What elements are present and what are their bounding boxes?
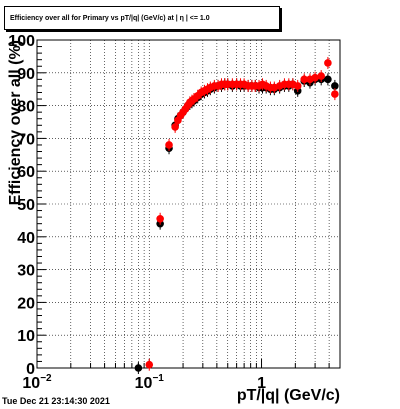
y-axis-label: Efficiency over all (%) [7,40,24,205]
chart-title: Efficiency over all for Primary vs pT/|q… [4,6,280,30]
data-point [317,72,325,80]
data-point [145,360,154,369]
data-point [293,82,302,90]
data-point [156,214,164,223]
y-tick-label: 40 [17,230,35,247]
data-point [331,90,339,98]
y-tick-label: 60 [17,164,35,181]
data-point [300,75,309,84]
data-point [165,141,173,149]
y-tick-label: 100 [8,33,35,50]
data-point [324,75,332,84]
data-point [331,82,339,90]
y-tick-label: 0 [26,361,35,378]
y-tick-label: 70 [17,131,35,148]
x-axis-label: pT/|q| (GeV/c) [237,387,340,404]
data-point [134,364,143,372]
y-tick-label: 10 [17,328,35,345]
y-tick-label: 50 [17,197,35,214]
x-tick-label: 1 [257,375,266,392]
y-tick-label: 80 [17,99,35,116]
y-tick-label: 90 [17,66,35,83]
x-tick-label: 10−2 [22,373,52,392]
x-tick-label: 10−1 [135,373,165,392]
data-point [171,123,179,131]
y-tick-label: 30 [17,263,35,280]
y-tick-label: 20 [17,295,35,312]
data-point [311,73,319,82]
data-point [324,59,332,67]
timestamp: Tue Dec 21 23:14:30 2021 [2,396,110,406]
